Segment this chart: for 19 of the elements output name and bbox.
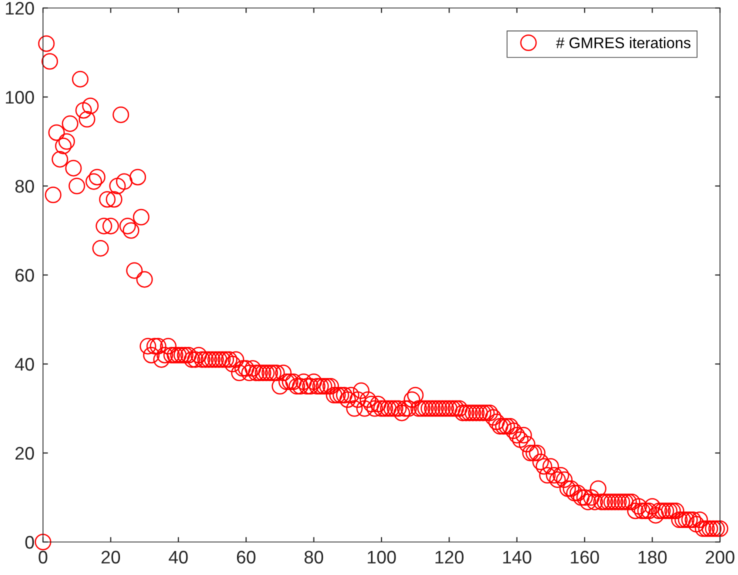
y-tick-label: 0 (25, 536, 34, 549)
x-tick-label: 140 (503, 550, 532, 564)
x-tick-label: 40 (168, 550, 188, 564)
x-tick-label: 80 (304, 550, 324, 564)
x-tick-label: 120 (436, 550, 464, 564)
y-tick-label: 80 (15, 180, 34, 193)
x-tick-label: 0 (38, 550, 48, 564)
x-tick-label: 180 (638, 550, 667, 564)
y-tick-label: 60 (16, 268, 34, 282)
y-tick-label: 40 (15, 358, 34, 371)
x-tick-label: 160 (570, 550, 599, 564)
legend-label: # GMRES iterations (556, 37, 690, 48)
y-tick-label: 120 (6, 2, 34, 15)
x-tick-label: 100 (368, 550, 396, 564)
x-tick-label: 20 (102, 550, 120, 564)
y-tick-label: 100 (6, 90, 34, 104)
x-tick-label: 200 (706, 550, 734, 564)
x-tick-label: 60 (236, 550, 256, 564)
y-tick-label: 20 (15, 446, 34, 460)
